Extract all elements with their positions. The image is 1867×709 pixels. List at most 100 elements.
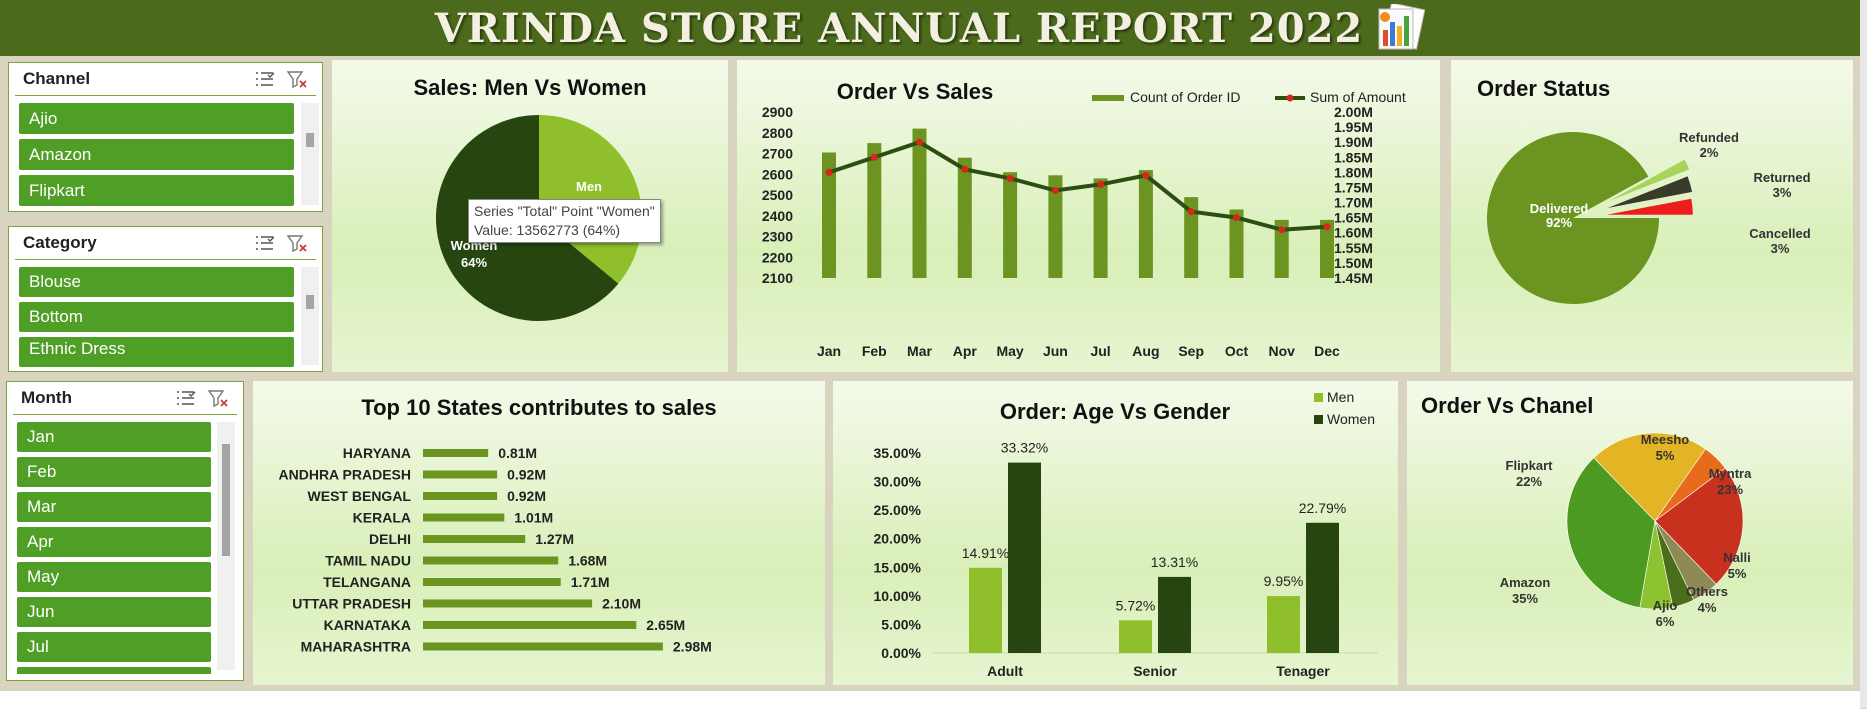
bar-andhra-pradesh[interactable] [423,470,498,479]
y-tick-label: 35.00% [874,445,922,461]
channel-slicer-scrollbar[interactable] [301,103,319,205]
category-slicer-scrollbar[interactable] [301,267,319,365]
month-slicer-scrollbar[interactable] [217,422,235,670]
bar-maharashtra[interactable] [423,642,663,651]
slicer-item-bottom[interactable]: Bottom [19,302,294,332]
bar-apr[interactable] [957,157,972,278]
pie-value-flipkart: 22% [1516,474,1542,489]
slicer-item-blouse[interactable]: Blouse [19,267,294,297]
bar-jan[interactable] [822,152,836,279]
bar-women-tenager[interactable] [1306,522,1339,653]
top-states-chart[interactable]: Top 10 States contributes to sales HARYA… [253,381,825,685]
bar-value-men-adult: 14.91% [962,545,1009,561]
bar-delhi[interactable] [423,535,526,543]
slicer-item-apr[interactable]: Apr [17,527,211,557]
bar-feb[interactable] [867,143,882,278]
slicer-item-jan[interactable]: Jan [17,422,211,452]
y2-tick-label: 1.85M [1334,149,1373,165]
state-label-kerala: KERALA [353,510,411,526]
line-point-may[interactable] [1006,174,1014,182]
pie-label-flipkart: Flipkart [1506,458,1554,473]
scrollbar-thumb[interactable] [222,444,230,556]
order-status-chart[interactable]: Order Status Delivered 92% Refunded 2% R… [1451,60,1853,372]
bar-aug[interactable] [1138,170,1153,278]
line-point-mar[interactable] [916,138,923,146]
pie-slice-returned[interactable] [1607,176,1693,208]
bar-karnataka[interactable] [423,621,637,629]
bar-tamil-nadu[interactable] [423,556,559,565]
bar-men-adult[interactable] [969,567,1002,653]
bar-men-tenager[interactable] [1267,596,1300,653]
bar-women-adult[interactable] [1008,462,1041,653]
bar-dec[interactable] [1320,219,1334,278]
legend-label-men: Men [1327,389,1354,405]
pie-label-returned: Returned [1753,170,1810,185]
bar-jul[interactable] [1093,178,1108,278]
bar-telangana[interactable] [423,578,561,586]
slicer-item-mar[interactable]: Mar [17,492,211,522]
bar-men-senior[interactable] [1119,620,1152,653]
slicer-item-feb[interactable]: Feb [17,457,211,487]
order-vs-sales-chart[interactable]: Order Vs Sales Count of Order ID Sum of … [737,60,1440,372]
y-tick-label: 25.00% [874,502,922,518]
slicer-item-jun[interactable]: Jun [17,597,211,627]
pie-value-meesho: 5% [1656,448,1675,463]
pie-slice-refunded[interactable] [1609,159,1690,201]
slicer-item-may[interactable]: May [17,562,211,592]
slicer-item-more[interactable] [17,667,211,674]
bar-nov[interactable] [1274,219,1289,278]
slicer-item-ethnic-dress[interactable]: Ethnic Dress [19,337,294,367]
clear-filter-icon[interactable] [207,389,229,407]
sales-amount-line[interactable] [828,140,1328,232]
pie-slice-ajio[interactable] [1639,520,1674,610]
y-tick-label: 10.00% [874,588,922,604]
bar-women-senior[interactable] [1158,576,1191,653]
bar-mar[interactable] [912,128,927,278]
pie-value-amazon: 35% [1512,591,1538,606]
category-slicer-title: Category [23,233,97,252]
slicer-item-flipkart[interactable]: Flipkart [19,175,294,206]
bar-oct[interactable] [1229,209,1244,279]
bar-haryana[interactable] [423,449,489,457]
line-point-oct[interactable] [1233,214,1240,222]
bar-jun[interactable] [1048,175,1063,278]
scrollbar-thumb[interactable] [306,133,314,147]
bar-kerala[interactable] [423,513,505,522]
pie-slice-delivered[interactable] [1487,132,1659,305]
y2-tick-label: 2.00M [1334,104,1373,120]
pie-slice-flipkart[interactable] [1593,432,1707,522]
age-gender-chart[interactable]: Order: Age Vs Gender Men Women 35.00% 30.… [833,381,1398,685]
slicer-item-ajio[interactable]: Ajio [19,103,294,134]
line-point-feb[interactable] [870,153,878,161]
bar-uttar-pradesh[interactable] [423,599,593,608]
clear-filter-icon[interactable] [286,234,308,252]
x-tick-label: Adult [987,663,1023,679]
line-point-jan[interactable] [825,168,833,176]
line-point-jun[interactable] [1051,187,1059,194]
multi-select-icon[interactable] [254,70,276,88]
pie-value-nalli: 5% [1728,566,1747,581]
pie-slice-cancelled[interactable] [1606,198,1693,215]
line-point-jul[interactable] [1097,180,1105,188]
state-label-haryana: HARYANA [343,445,411,461]
line-point-apr[interactable] [961,165,969,173]
pie-slice-amazon[interactable] [1566,457,1656,609]
pie-slice-myntra[interactable] [1654,467,1744,585]
clear-filter-icon[interactable] [286,70,308,88]
line-point-sep[interactable] [1187,208,1195,216]
scrollbar-thumb[interactable] [306,295,314,309]
slicer-item-jul[interactable]: Jul [17,632,211,662]
report-title: VRINDA STORE ANNUAL REPORT 2022 [434,4,1364,52]
legend-swatch-women [1314,415,1323,424]
pie-label-cancelled: Cancelled [1749,226,1810,241]
slicer-item-amazon[interactable]: Amazon [19,139,294,170]
bar-west-bengal[interactable] [423,492,498,500]
line-point-aug[interactable] [1142,171,1150,179]
line-point-dec[interactable] [1323,223,1331,231]
line-point-nov[interactable] [1278,226,1286,234]
bar-sep[interactable] [1184,197,1199,278]
multi-select-icon[interactable] [254,234,276,252]
bar-may[interactable] [1003,172,1018,278]
multi-select-icon[interactable] [175,389,197,407]
